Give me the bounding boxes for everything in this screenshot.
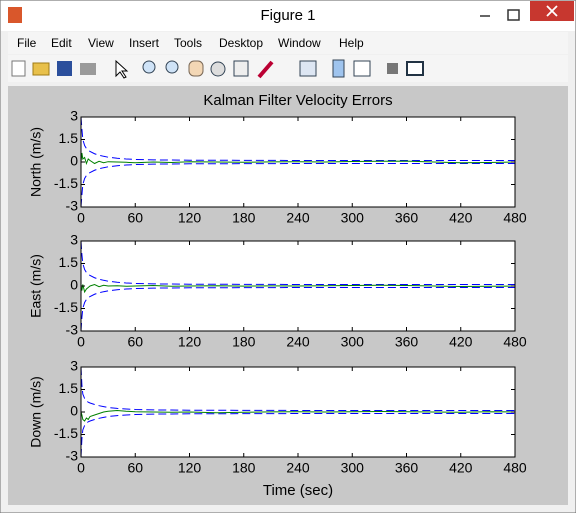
y-tick-label: 0 xyxy=(70,277,78,293)
chart-title: Kalman Filter Velocity Errors xyxy=(203,92,392,109)
y-tick-label: -1.5 xyxy=(54,175,78,191)
app-icon xyxy=(8,7,22,23)
series-line xyxy=(81,413,515,457)
maximize-button[interactable] xyxy=(507,9,520,21)
y-axis-label: North (m/s) xyxy=(28,127,44,197)
menu-item[interactable]: Desktop xyxy=(219,36,263,50)
toolbar xyxy=(8,55,568,82)
x-tick-label: 480 xyxy=(503,334,527,350)
y-tick-label: 3 xyxy=(70,232,78,248)
window-title: Figure 1 xyxy=(260,7,315,24)
zoom-out-icon[interactable] xyxy=(165,60,179,74)
close-icon xyxy=(546,5,558,17)
new-icon[interactable] xyxy=(11,60,26,77)
series-line xyxy=(81,367,515,411)
y-axis-label: East (m/s) xyxy=(28,254,44,318)
zoom-in-icon[interactable] xyxy=(142,60,156,74)
datacursor-icon[interactable] xyxy=(233,60,249,77)
rotate-icon[interactable] xyxy=(210,61,226,77)
x-tick-label: 180 xyxy=(232,210,256,226)
y-tick-label: -3 xyxy=(66,322,79,338)
x-tick-label: 300 xyxy=(341,460,365,476)
menu-item[interactable]: Tools xyxy=(174,36,202,50)
menu-item[interactable]: Help xyxy=(339,36,364,50)
y-tick-label: -1.5 xyxy=(54,425,78,441)
save-icon[interactable] xyxy=(57,61,72,76)
title-bar xyxy=(1,1,575,31)
y-tick-label: 1.5 xyxy=(59,254,79,270)
x-tick-label: 420 xyxy=(449,210,473,226)
series-line xyxy=(81,117,515,161)
x-tick-label: 300 xyxy=(341,210,365,226)
series-line xyxy=(81,241,515,285)
y-tick-label: 3 xyxy=(70,108,78,124)
pointer-icon[interactable] xyxy=(115,59,129,79)
menu-bar xyxy=(8,32,568,54)
series-line xyxy=(81,163,515,207)
x-tick-label: 240 xyxy=(286,210,310,226)
series-line xyxy=(81,287,515,331)
x-tick-label: 180 xyxy=(232,460,256,476)
x-tick-label: 360 xyxy=(395,334,419,350)
y-tick-label: -3 xyxy=(66,448,79,464)
x-tick-label: 0 xyxy=(77,334,85,350)
pan-icon[interactable] xyxy=(188,60,204,77)
series-line xyxy=(81,283,515,294)
x-tick-label: 180 xyxy=(232,334,256,350)
legend-icon[interactable] xyxy=(353,60,371,77)
x-tick-label: 60 xyxy=(127,460,143,476)
y-tick-label: 1.5 xyxy=(59,130,79,146)
series-line xyxy=(81,152,515,166)
y-tick-label: -3 xyxy=(66,198,79,214)
menu-item[interactable]: Edit xyxy=(51,36,72,50)
y-tick-label: -1.5 xyxy=(54,299,78,315)
x-axis-label: Time (sec) xyxy=(263,482,333,499)
toolbar-icons xyxy=(11,59,424,79)
menu-item[interactable]: Window xyxy=(278,36,321,50)
open-icon[interactable] xyxy=(32,62,50,76)
menu-item[interactable]: Insert xyxy=(129,36,160,50)
x-tick-label: 120 xyxy=(178,460,202,476)
y-tick-label: 1.5 xyxy=(59,380,79,396)
x-tick-label: 120 xyxy=(178,334,202,350)
series-line xyxy=(81,409,515,422)
menu-item[interactable]: View xyxy=(88,36,114,50)
x-tick-label: 0 xyxy=(77,210,85,226)
x-tick-label: 480 xyxy=(503,460,527,476)
y-axis-label: Down (m/s) xyxy=(28,376,44,448)
x-tick-label: 420 xyxy=(449,334,473,350)
x-tick-label: 240 xyxy=(286,334,310,350)
x-tick-label: 360 xyxy=(395,210,419,226)
y-tick-label: 0 xyxy=(70,403,78,419)
x-tick-label: 240 xyxy=(286,460,310,476)
show-tools-icon[interactable] xyxy=(406,61,424,76)
brush-icon[interactable] xyxy=(257,60,274,79)
x-tick-label: 60 xyxy=(127,334,143,350)
x-tick-label: 300 xyxy=(341,334,365,350)
y-tick-label: 3 xyxy=(70,358,78,374)
x-tick-label: 360 xyxy=(395,460,419,476)
menu-item[interactable]: File xyxy=(17,36,37,50)
x-tick-label: 420 xyxy=(449,460,473,476)
colorbar-icon[interactable] xyxy=(332,59,345,78)
x-tick-label: 0 xyxy=(77,460,85,476)
x-tick-label: 120 xyxy=(178,210,202,226)
link-icon[interactable] xyxy=(299,60,317,77)
print-icon[interactable] xyxy=(80,63,96,75)
hide-tools-icon[interactable] xyxy=(387,63,398,74)
x-tick-label: 480 xyxy=(503,210,527,226)
y-tick-label: 0 xyxy=(70,153,78,169)
x-tick-label: 60 xyxy=(127,210,143,226)
